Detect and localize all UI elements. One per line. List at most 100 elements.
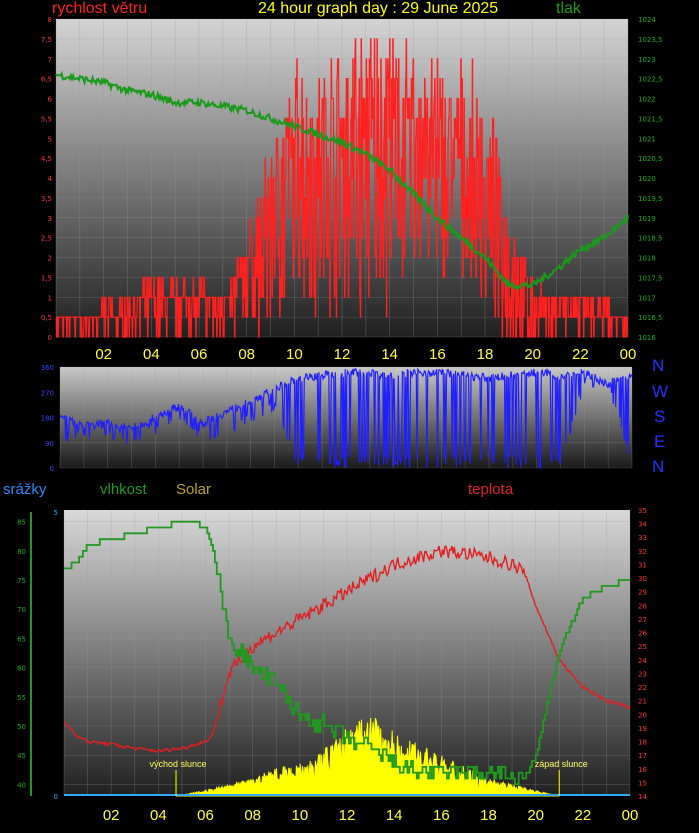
x-tick-label: 00: [620, 346, 637, 363]
temperature-tick: 29: [638, 589, 647, 597]
temperature-tick: 17: [638, 752, 647, 760]
pressure-tick: 1021,5: [638, 115, 663, 123]
wind-speed-tick: 3: [48, 215, 52, 223]
wind-direction-series: [59, 367, 633, 470]
x-tick-label: 14: [386, 807, 403, 824]
temperature-tick: 16: [638, 766, 647, 774]
pressure-tick: 1022: [638, 96, 656, 104]
wind-speed-tick: 0,5: [41, 314, 52, 322]
compass-n-bottom: N: [652, 457, 665, 476]
rain-axis: 05: [54, 509, 58, 801]
humidity-temp-x-axis: 02 04 06 08 10 12 14 16 18 20 22 00: [103, 807, 639, 824]
temperature-tick: 28: [638, 602, 647, 610]
sunset-label: západ slunce: [535, 759, 588, 769]
x-tick-label: 16: [433, 807, 450, 824]
x-tick-label: 10: [286, 346, 303, 363]
x-tick-label: 04: [150, 807, 167, 824]
temperature-tick: 21: [638, 698, 647, 706]
x-tick-label: 02: [95, 346, 112, 363]
wind-direction-panel: 0 90 180 270 360: [41, 364, 633, 473]
wind-speed-tick: 4: [48, 175, 53, 183]
temperature-tick: 33: [638, 534, 647, 542]
chart-title: 24 hour graph day : 29 June 2025: [258, 0, 499, 17]
temperature-tick: 24: [638, 657, 647, 665]
compass-n-top: N: [652, 356, 665, 375]
pressure-tick: 1017,5: [638, 274, 663, 282]
x-tick-label: 22: [572, 346, 589, 363]
wind-direction-tick: 360: [41, 364, 54, 372]
temperature-tick: 35: [638, 507, 647, 515]
x-tick-label: 12: [339, 807, 356, 824]
temperature-tick: 25: [638, 643, 647, 651]
x-tick-label: 16: [429, 346, 446, 363]
humidity-tick: 55: [17, 694, 26, 702]
wind-pressure-panel: 00,511,522,533,544,555,566,577,58 101610…: [41, 16, 663, 363]
wind-speed-tick: 8: [48, 16, 52, 24]
humidity-tick: 70: [17, 606, 26, 614]
rain-label: srážky: [3, 481, 47, 498]
wind-direction-axis: 0 90 180 270 360: [41, 364, 54, 473]
x-tick-label: 12: [334, 346, 351, 363]
x-tick-label: 18: [477, 346, 494, 363]
pressure-axis: 1016 1016,5 1017 1017,5 1018 1018,5 1019 1019,5…: [638, 16, 663, 342]
x-tick-label: 18: [480, 807, 497, 824]
x-tick-label: 14: [381, 346, 398, 363]
wind-speed-series: [55, 38, 629, 338]
temperature-tick: 22: [638, 684, 647, 692]
temperature-label: teplota: [468, 481, 514, 498]
temperature-tick: 19: [638, 725, 647, 733]
temperature-tick: 32: [638, 548, 647, 556]
wind-direction-tick: 180: [41, 415, 54, 423]
wind-speed-tick: 3,5: [41, 195, 52, 203]
temperature-tick: 27: [638, 616, 647, 624]
wind-speed-tick: 1,5: [41, 274, 52, 282]
pressure-label: tlak: [556, 0, 581, 17]
wind-speed-tick: 1: [48, 294, 52, 302]
humidity-tick: 80: [17, 548, 26, 556]
wind-speed-tick: 7,5: [41, 36, 52, 44]
wind-speed-axis: 0 0,5 1 1,5 2 2,5 3 3,5 4 4,5 5 5,5 6 6,5 7 7,5 8: [41, 16, 53, 342]
x-tick-label: 10: [291, 807, 308, 824]
temperature-tick: 30: [638, 575, 647, 583]
pressure-tick: 1023: [638, 56, 656, 64]
humidity-tick: 40: [17, 781, 26, 789]
humidity-tick: 65: [17, 635, 26, 643]
solar-label: Solar: [176, 481, 212, 498]
x-tick-label: 20: [527, 807, 544, 824]
compass-e: E: [654, 432, 666, 451]
pressure-series: [55, 70, 629, 290]
humidity-tick: 75: [17, 577, 26, 585]
pressure-tick: 1016,5: [638, 314, 663, 322]
wind-speed-label: rychlost větru: [52, 0, 148, 17]
pressure-tick: 1022,5: [638, 76, 663, 84]
wind-speed-tick: 2: [48, 255, 52, 263]
pressure-tick: 1018,5: [638, 235, 663, 243]
temperature-tick: 23: [638, 670, 647, 678]
humidity-label: vlhkost: [100, 481, 147, 498]
x-tick-label: 06: [191, 346, 208, 363]
temperature-tick: 14: [638, 793, 647, 801]
wind-direction-tick: 90: [45, 440, 54, 448]
temperature-tick: 15: [638, 779, 647, 787]
humidity-series: [64, 520, 630, 786]
wind-direction-tick: 0: [50, 465, 54, 473]
pressure-tick: 1017: [638, 294, 656, 302]
pressure-tick: 1024: [638, 16, 656, 24]
wind-speed-tick: 4,5: [41, 155, 52, 163]
x-tick-label: 06: [197, 807, 214, 824]
wind-speed-tick: 5,5: [41, 115, 52, 123]
wind-speed-tick: 5: [48, 135, 52, 143]
temperature-axis: 14 15 16 17 18 19 20 21 22 23 24 25 26 27 28 29 30 31 32 33…: [638, 507, 647, 801]
pressure-tick: 1019,5: [638, 195, 663, 203]
wind-speed-tick: 6: [48, 96, 53, 104]
x-tick-label: 08: [244, 807, 261, 824]
humidity-tick: 85: [17, 519, 26, 527]
pressure-tick: 1023,5: [638, 36, 663, 44]
temperature-tick: 34: [638, 521, 647, 529]
wind-pressure-x-axis: 02 04 06 08 10 12 14 16 18 20 22 00: [95, 346, 636, 363]
pressure-tick: 1020: [638, 175, 656, 183]
rain-tick: 0: [54, 793, 58, 801]
humidity-tick: 45: [17, 752, 26, 760]
